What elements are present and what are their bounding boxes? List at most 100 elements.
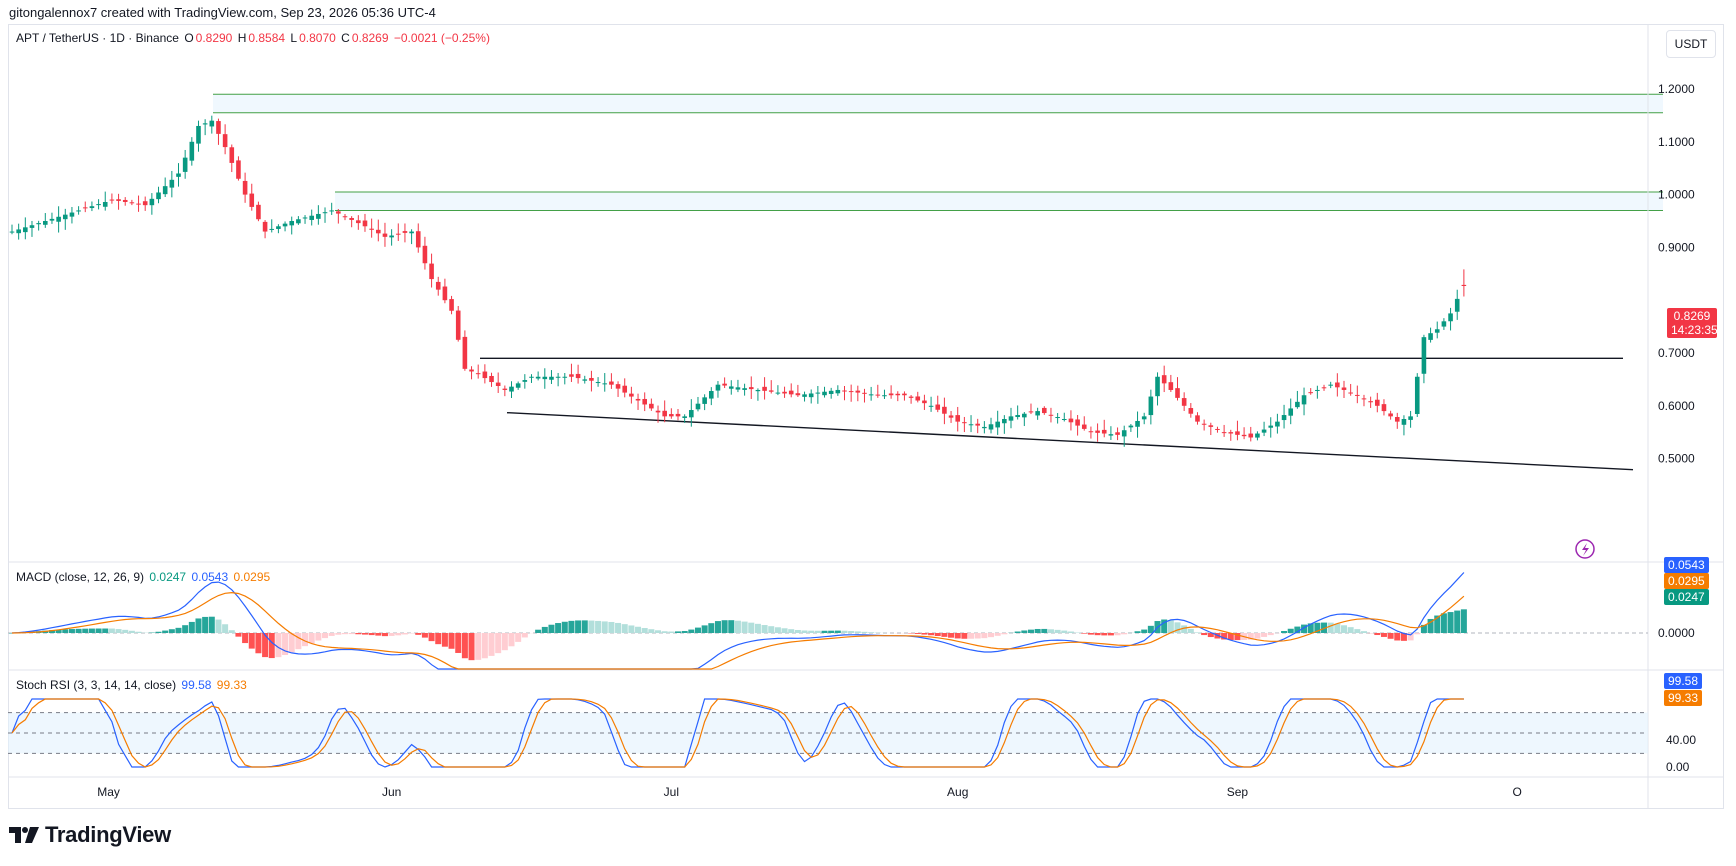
macd-title[interactable]: MACD (close, 12, 26, 9)	[16, 570, 145, 584]
candle-body	[1042, 407, 1047, 414]
macd-histogram-bar	[801, 630, 808, 633]
macd-histogram-bar	[521, 633, 528, 638]
time-tick-label: Aug	[947, 785, 968, 799]
macd-histogram-bar	[541, 626, 548, 633]
stoch-d-value: 99.33	[216, 678, 247, 692]
macd-histogram-bar	[175, 627, 182, 633]
candle-body	[975, 423, 980, 426]
candle-body	[462, 336, 468, 369]
candle-body	[1348, 392, 1353, 394]
macd-histogram-bar	[1434, 615, 1441, 633]
macd-histogram-bar	[515, 633, 522, 642]
candle-body	[209, 120, 215, 127]
macd-histogram-bar	[928, 633, 935, 636]
macd-histogram-bar	[448, 633, 455, 649]
candle-body	[1448, 313, 1453, 322]
candle-body	[1002, 419, 1007, 424]
macd-histogram-bar	[295, 633, 302, 650]
candle-body	[1428, 333, 1433, 340]
macd-histogram-bar	[581, 620, 588, 633]
candle-body	[455, 310, 461, 340]
macd-histogram-bar	[1121, 633, 1128, 635]
macd-histogram-bar	[361, 633, 368, 635]
macd-histogram-bar	[342, 633, 348, 635]
candle-body	[868, 394, 874, 396]
macd-histogram-bar	[62, 629, 69, 633]
macd-histogram-bar	[375, 633, 382, 636]
candle-body	[329, 210, 334, 212]
macd-histogram-bar	[535, 629, 542, 633]
candle-body	[1361, 398, 1367, 400]
candle-body	[269, 228, 275, 230]
macd-histogram-bar	[781, 628, 788, 633]
candle-body	[482, 371, 488, 379]
macd-histogram-bar	[1447, 612, 1454, 633]
stoch-title[interactable]: Stoch RSI (3, 3, 14, 14, close)	[16, 678, 177, 692]
candle-body	[842, 390, 847, 392]
candle-body	[915, 396, 921, 401]
macd-histogram-bar	[322, 633, 329, 639]
candle-body	[635, 398, 641, 401]
candle-body	[1101, 429, 1107, 434]
candle-body	[136, 203, 141, 205]
macd-histogram-bar	[688, 629, 695, 633]
macd-histogram-bar	[934, 633, 941, 637]
candle-body	[882, 395, 887, 397]
macd-histogram-bar	[282, 633, 289, 656]
macd-histogram-bar	[288, 633, 295, 653]
macd-histogram-bar	[821, 630, 828, 633]
candle-body	[535, 376, 541, 379]
candle-body	[1055, 417, 1060, 419]
candle-body	[309, 215, 314, 220]
macd-signal-tag: 0.0295	[1664, 573, 1709, 589]
macd-histogram-bar	[242, 633, 249, 644]
low-value: 0.8070	[299, 31, 336, 45]
price-tick-label: 0.5000	[1658, 452, 1695, 466]
candle-body	[1168, 382, 1174, 390]
macd-histogram-bar	[468, 633, 475, 661]
macd-histogram-bar	[1174, 622, 1181, 633]
macd-histogram-bar	[1101, 633, 1108, 636]
candle-body	[895, 393, 901, 396]
macd-histogram-bar	[1014, 631, 1021, 633]
candle-body	[902, 393, 907, 396]
stoch-tick-label: 0.00	[1666, 760, 1690, 774]
macd-histogram-bar	[1254, 633, 1261, 639]
candle-body	[522, 380, 528, 382]
candle-body	[62, 214, 68, 220]
tradingview-logo[interactable]: TradingView	[9, 822, 171, 848]
candle-body	[1335, 382, 1340, 388]
candle-body	[1068, 418, 1074, 423]
macd-histogram-bar	[1314, 622, 1321, 633]
macd-histogram-bar	[115, 629, 122, 633]
candle-body	[1241, 434, 1247, 437]
macd-histogram-bar	[48, 630, 55, 633]
candle-body	[1128, 425, 1134, 428]
symbol-title[interactable]: APT / TetherUS · 1D · Binance	[16, 31, 179, 45]
candle-body	[1095, 430, 1100, 433]
candle-body	[1255, 433, 1260, 438]
candle-body	[276, 226, 281, 229]
candle-body	[722, 383, 727, 386]
candle-body	[942, 406, 947, 414]
macd-histogram-bar	[1054, 629, 1061, 633]
macd-histogram-bar	[1360, 631, 1367, 633]
macd-histogram-bar	[675, 631, 681, 633]
candle-body	[1301, 395, 1307, 405]
macd-histogram-bar	[868, 632, 875, 633]
macd-histogram-bar	[135, 631, 142, 633]
currency-button[interactable]: USDT	[1666, 30, 1716, 58]
macd-histogram-bar	[788, 629, 795, 633]
candle-body	[802, 394, 807, 397]
macd-histogram-bar	[368, 633, 375, 636]
macd-histogram-bar	[495, 633, 502, 654]
macd-histogram-bar	[475, 633, 482, 660]
macd-histogram-bar	[1341, 625, 1347, 633]
macd-histogram-bar	[1134, 631, 1141, 633]
candle-body	[589, 377, 594, 381]
candle-body	[1408, 416, 1413, 420]
macd-histogram-bar	[1387, 633, 1394, 639]
macd-histogram-bar	[75, 628, 82, 633]
macd-histogram-bar	[854, 631, 861, 633]
